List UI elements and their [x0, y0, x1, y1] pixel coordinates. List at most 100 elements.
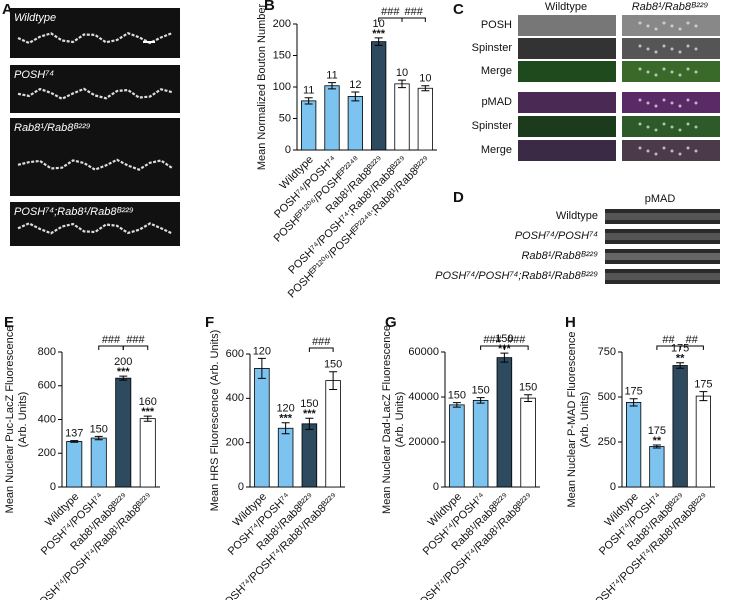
- significance: ***: [117, 366, 131, 378]
- puncta: [646, 125, 650, 129]
- error-bar: [374, 37, 383, 46]
- bar: [472, 399, 489, 488]
- puncta: [694, 24, 698, 28]
- puncta: [670, 47, 674, 51]
- micrograph: [518, 15, 616, 36]
- panel-label: F: [205, 314, 214, 331]
- image-label: Rab8¹/Rab8ᴮ²²⁹: [14, 122, 91, 134]
- micrograph: [518, 140, 616, 161]
- n-label: 175: [648, 425, 666, 437]
- panel-label: B: [264, 0, 275, 14]
- y-axis-label: Mean Nuclear Puc-LacZ Fluorescence: [4, 326, 16, 514]
- row-label: Merge: [481, 144, 512, 156]
- column-header: Rab8¹/Rab8ᴮ²²⁹: [632, 1, 709, 13]
- column-header: Wildtype: [545, 1, 587, 13]
- bar: [277, 427, 294, 488]
- puncta: [654, 128, 658, 132]
- puncta: [638, 146, 642, 150]
- n-label: 150: [471, 385, 489, 397]
- y-axis-label: (Arb. Units): [17, 392, 29, 448]
- bar: [371, 41, 387, 151]
- puncta: [678, 27, 682, 31]
- error-bar: [699, 391, 708, 402]
- y-axis-label: (Arb. Units): [579, 392, 591, 448]
- row-label: Wildtype: [556, 210, 598, 222]
- significance: ***: [279, 413, 293, 425]
- y-tick-label: 0: [433, 481, 439, 493]
- panel-label: G: [385, 314, 397, 331]
- row-label: POSH: [481, 19, 512, 31]
- puncta: [670, 125, 674, 129]
- nucleus: [605, 213, 720, 220]
- micrograph: [10, 118, 180, 196]
- n-label: 150: [495, 333, 513, 345]
- row-label: Merge: [481, 65, 512, 77]
- error-bar: [119, 375, 128, 381]
- comparison-label: ###: [102, 334, 121, 346]
- row-label: Spinster: [472, 42, 513, 54]
- neuron: [17, 87, 173, 101]
- n-label: 150: [300, 398, 318, 410]
- n-label: 10: [419, 73, 431, 85]
- bar: [672, 365, 688, 488]
- error-bar: [452, 402, 461, 408]
- puncta: [638, 21, 642, 25]
- puncta: [662, 21, 666, 25]
- error-bar: [305, 417, 314, 430]
- micrograph: [518, 116, 616, 137]
- comparison-label: ###: [312, 336, 331, 348]
- puncta: [670, 149, 674, 153]
- bar: [626, 401, 642, 488]
- n-label: 200: [114, 356, 132, 368]
- error-bar: [329, 371, 338, 390]
- error-bar: [652, 444, 661, 449]
- puncta: [638, 44, 642, 48]
- y-axis-label: Mean Nuclear P-MAD Fluorescence: [566, 331, 578, 507]
- puncta: [638, 98, 642, 102]
- puncta: [678, 104, 682, 108]
- y-tick-label: 0: [610, 481, 616, 493]
- error-bar: [676, 362, 685, 369]
- error-bar: [476, 397, 485, 404]
- puncta: [678, 152, 682, 156]
- puncta: [686, 98, 690, 102]
- n-label: 150: [448, 390, 466, 402]
- y-tick-label: 0: [238, 481, 244, 493]
- puncta: [638, 122, 642, 126]
- bar: [301, 423, 318, 488]
- comparison-bracket: [503, 345, 529, 350]
- comparison-label: ##: [686, 334, 699, 346]
- puncta: [694, 70, 698, 74]
- puncta: [654, 50, 658, 54]
- micrograph: [10, 202, 180, 246]
- row-label: POSH⁷⁴/POSH⁷⁴;Rab8¹/Rab8ᴮ²²⁹: [435, 270, 598, 282]
- puncta: [694, 101, 698, 105]
- comparison-bracket: [401, 17, 426, 22]
- panel-label: H: [565, 314, 576, 331]
- puncta: [686, 146, 690, 150]
- puncta: [686, 67, 690, 71]
- bar: [649, 446, 665, 488]
- comparison-label: ###: [483, 334, 502, 346]
- puncta: [662, 67, 666, 71]
- y-tick-label: 60000: [408, 346, 439, 358]
- puncta: [678, 128, 682, 132]
- error-bar: [70, 440, 79, 443]
- y-axis-label: (Arb. Units): [394, 392, 406, 448]
- error-bar: [524, 394, 533, 402]
- error-bar: [421, 85, 430, 92]
- comparison-bracket: [308, 347, 334, 352]
- puncta: [646, 149, 650, 153]
- y-tick-label: 400: [38, 413, 56, 425]
- significance: ***: [303, 408, 317, 420]
- significance: ***: [372, 28, 386, 40]
- puncta: [686, 122, 690, 126]
- comparison-label: ###: [126, 334, 145, 346]
- puncta: [646, 70, 650, 74]
- n-label: 12: [349, 79, 361, 91]
- puncta: [662, 98, 666, 102]
- column-header: pMAD: [645, 193, 676, 205]
- n-label: 10: [373, 18, 385, 30]
- y-tick-label: 0: [285, 144, 291, 156]
